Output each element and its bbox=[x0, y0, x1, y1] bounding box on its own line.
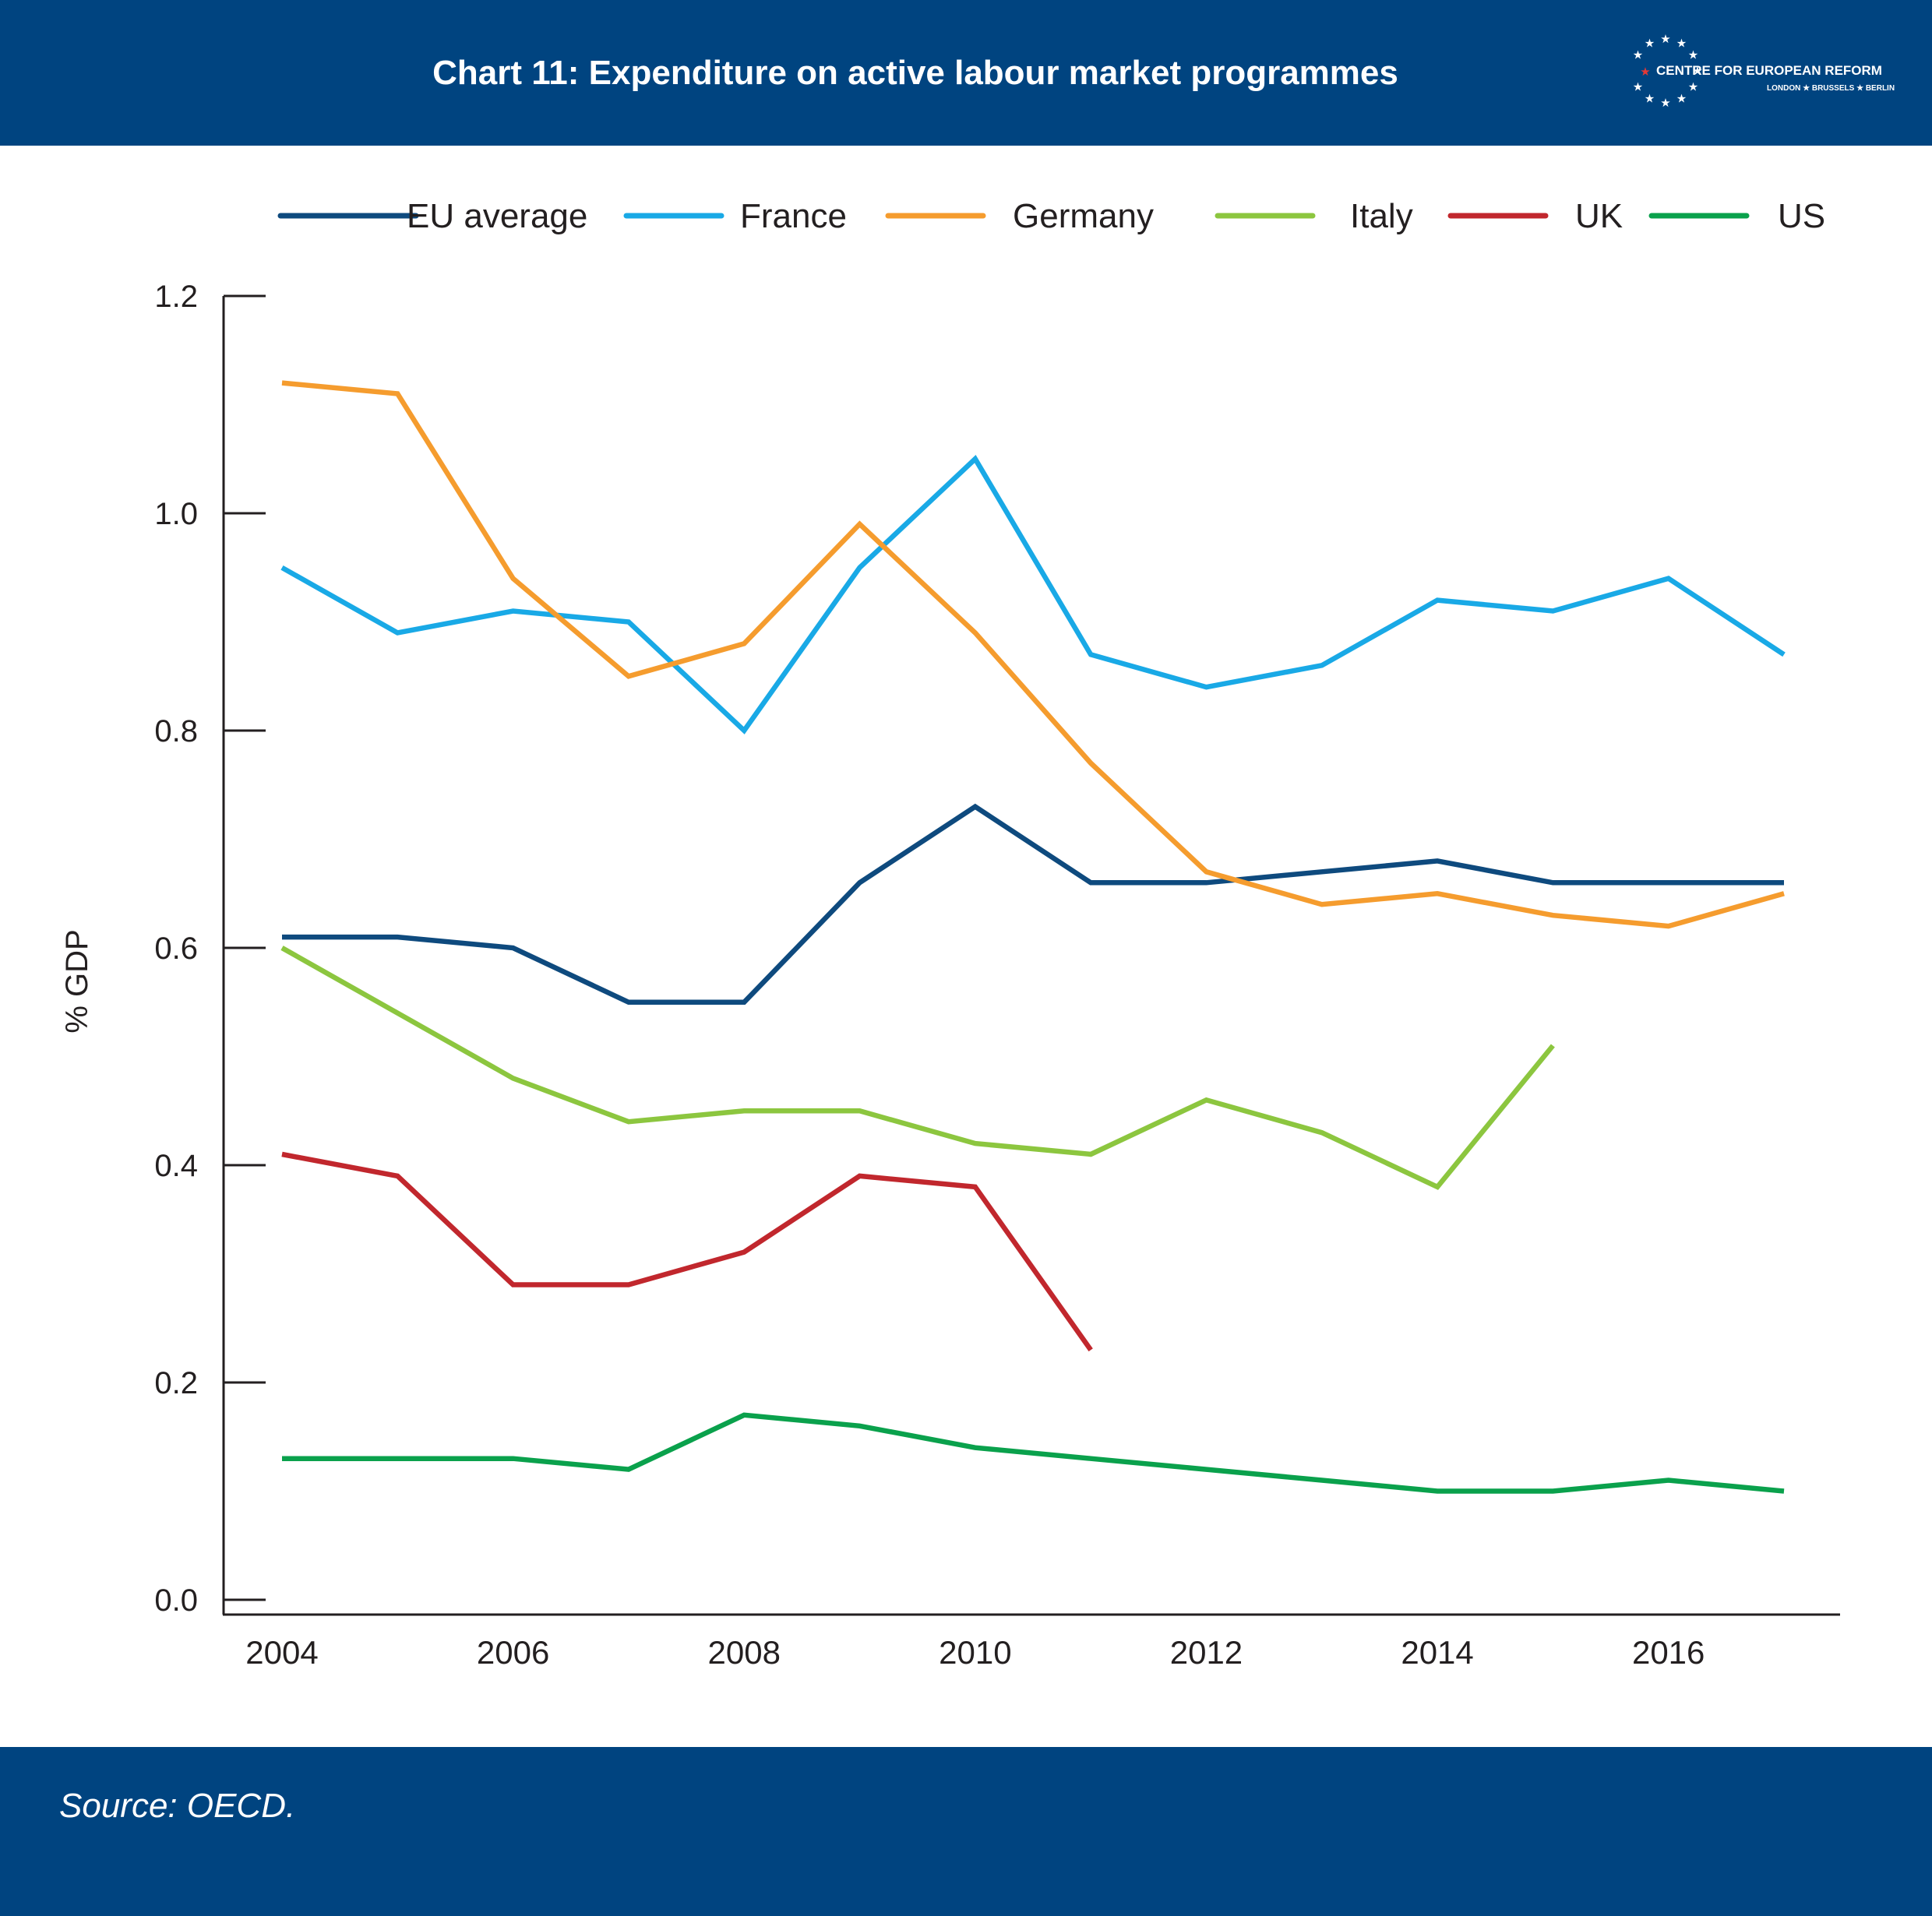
logo-star: ★ bbox=[1688, 48, 1698, 62]
y-tick-label: 0.6 bbox=[154, 932, 198, 966]
x-tick-label: 2016 bbox=[1632, 1634, 1705, 1671]
y-tick-label: 1.0 bbox=[154, 497, 198, 531]
legend-label-us: US bbox=[1778, 197, 1825, 235]
x-tick-label: 2012 bbox=[1170, 1634, 1243, 1671]
logo-star: ★ bbox=[1633, 80, 1643, 94]
chart-title: Chart 11: Expenditure on active labour m… bbox=[0, 0, 1831, 146]
x-ticks: 2004 2006 2008 2010 2012 2014 2016 bbox=[245, 1634, 1705, 1671]
logo-star: ★ bbox=[1676, 36, 1687, 50]
x-tick-label: 2008 bbox=[708, 1634, 781, 1671]
y-tick-label: 0.4 bbox=[154, 1149, 198, 1183]
x-tick-label: 2014 bbox=[1401, 1634, 1473, 1671]
line-chart: EU average France Germany Italy UK US 0.00.20… bbox=[0, 146, 1932, 1747]
logo-star: ★ bbox=[1633, 48, 1643, 62]
legend-label-germany: Germany bbox=[1013, 197, 1154, 235]
footer-bar bbox=[0, 1747, 1932, 1916]
logo-star: ★ bbox=[1660, 32, 1670, 46]
y-tick-label: 0.2 bbox=[154, 1366, 198, 1400]
y-tick-label: 0.0 bbox=[154, 1583, 198, 1618]
x-tick-label: 2010 bbox=[939, 1634, 1011, 1671]
logo-star-red: ★ bbox=[1640, 65, 1650, 79]
cer-logo: ★ ★★★★★★★★★★★ CENTRE FOR EUROPEAN REFORM … bbox=[1628, 30, 1909, 115]
series-line-italy bbox=[282, 948, 1553, 1187]
y-axis-label: % GDP bbox=[60, 929, 94, 1033]
series-line-eu-average bbox=[282, 807, 1784, 1002]
source-note: Source: OECD. bbox=[59, 1787, 295, 1826]
y-ticks: 0.0 0.2 0.4 0.6 0.8 1.0 1.2 bbox=[154, 280, 266, 1618]
logo-text: CENTRE FOR EUROPEAN REFORM bbox=[1656, 63, 1882, 78]
series-line-france bbox=[282, 459, 1784, 731]
axes bbox=[223, 296, 1840, 1615]
legend-label-france: France bbox=[740, 197, 847, 235]
legend: EU average France Germany Italy UK US bbox=[280, 197, 1825, 235]
series-line-us bbox=[282, 1415, 1784, 1492]
logo-subtext: LONDON ★ BRUSSELS ★ BERLIN bbox=[1767, 84, 1895, 93]
x-tick-label: 2006 bbox=[477, 1634, 549, 1671]
legend-label-uk: UK bbox=[1575, 197, 1623, 235]
logo-star: ★ bbox=[1688, 80, 1698, 94]
logo-star: ★ bbox=[1676, 92, 1687, 106]
legend-label-italy: Italy bbox=[1350, 197, 1413, 235]
legend-label-eu-average: EU average bbox=[407, 197, 587, 235]
series-line-uk bbox=[282, 1154, 1091, 1350]
logo-star: ★ bbox=[1645, 36, 1655, 50]
y-tick-label: 1.2 bbox=[154, 280, 198, 314]
y-tick-label: 0.8 bbox=[154, 714, 198, 748]
x-tick-label: 2004 bbox=[245, 1634, 318, 1671]
logo-star: ★ bbox=[1645, 92, 1655, 106]
logo-star: ★ bbox=[1660, 96, 1670, 110]
header-bar: Chart 11: Expenditure on active labour m… bbox=[0, 0, 1932, 146]
series-lines bbox=[282, 383, 1784, 1492]
